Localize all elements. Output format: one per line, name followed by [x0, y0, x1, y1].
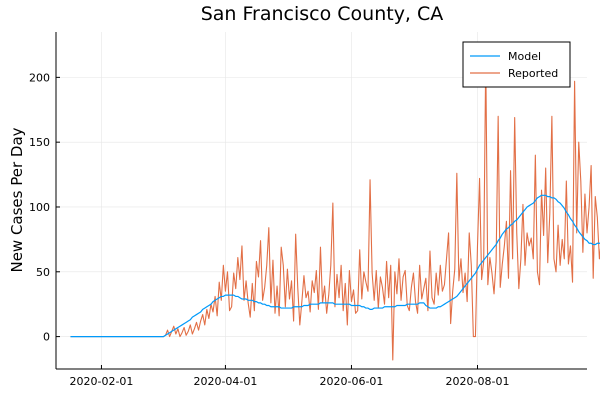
x-tick-label: 2020-08-01: [446, 375, 510, 388]
series-lines: [70, 57, 600, 361]
x-tick-label: 2020-02-01: [69, 375, 133, 388]
x-ticks: 2020-02-01 2020-04-01 2020-06-01 2020-08-01: [69, 365, 509, 388]
legend-label-reported: Reported: [508, 67, 558, 80]
series-line-model: [70, 194, 600, 338]
axes: [55, 32, 587, 370]
legend: Model Reported: [462, 41, 571, 88]
chart-title: San Francisco County, CA: [201, 3, 444, 25]
legend-label-model: Model: [508, 50, 541, 63]
y-tick-label: 0: [43, 331, 50, 344]
y-tick-label: 100: [29, 201, 50, 214]
y-tick-label: 50: [36, 266, 50, 279]
y-ticks: 0 50 100 150 200: [29, 71, 60, 344]
y-tick-label: 150: [29, 136, 50, 149]
legend-box: [462, 41, 571, 88]
x-tick-label: 2020-04-01: [193, 375, 257, 388]
y-axis-title: New Cases Per Day: [8, 127, 26, 272]
y-tick-label: 200: [29, 71, 50, 84]
x-tick-label: 2020-06-01: [319, 375, 383, 388]
